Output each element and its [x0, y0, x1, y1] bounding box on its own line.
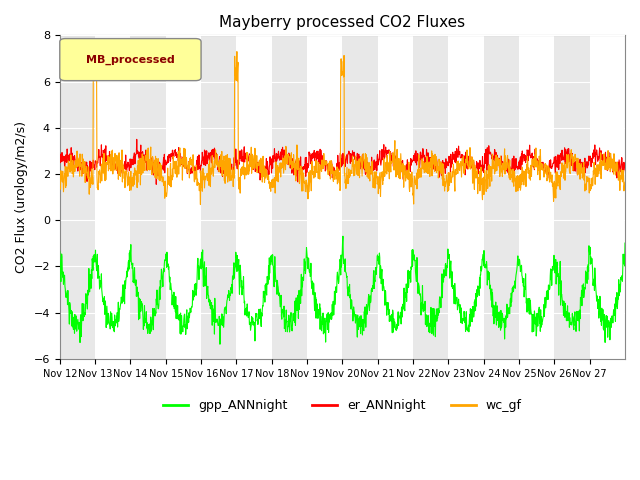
gpp_ANNnight	[317, 324, 325, 330]
gpp_ANNnight	[144, 325, 152, 331]
Bar	[413, 36, 449, 359]
gpp_ANNnight	[476, 272, 484, 277]
er_ANNnight	[559, 157, 567, 163]
Bar	[342, 36, 378, 359]
gpp_ANNnight	[216, 341, 224, 347]
Bar	[201, 36, 236, 359]
gpp_ANNnight	[56, 249, 63, 254]
er_ANNnight	[133, 136, 141, 142]
wc_gf	[233, 48, 241, 54]
Bar	[272, 36, 307, 359]
Title: Mayberry processed CO2 Fluxes: Mayberry processed CO2 Fluxes	[220, 15, 465, 30]
wc_gf	[621, 180, 629, 185]
Text: MB_processed: MB_processed	[86, 54, 175, 65]
Line: gpp_ANNnight: gpp_ANNnight	[60, 236, 625, 344]
gpp_ANNnight	[559, 298, 567, 304]
Bar	[60, 36, 95, 359]
wc_gf	[614, 177, 622, 183]
Y-axis label: CO2 Flux (urology/m2/s): CO2 Flux (urology/m2/s)	[15, 121, 28, 273]
er_ANNnight	[328, 175, 336, 180]
er_ANNnight	[317, 156, 325, 162]
wc_gf	[196, 202, 204, 207]
wc_gf	[317, 168, 325, 174]
er_ANNnight	[476, 164, 484, 170]
Bar	[131, 36, 166, 359]
wc_gf	[559, 163, 567, 168]
wc_gf	[56, 181, 63, 187]
Line: er_ANNnight: er_ANNnight	[60, 139, 625, 184]
gpp_ANNnight	[621, 240, 629, 246]
FancyBboxPatch shape	[60, 38, 201, 81]
Bar	[554, 36, 589, 359]
er_ANNnight	[152, 181, 160, 187]
Line: wc_gf: wc_gf	[60, 51, 625, 204]
Bar	[484, 36, 519, 359]
er_ANNnight	[621, 167, 629, 173]
gpp_ANNnight	[614, 296, 622, 302]
gpp_ANNnight	[339, 233, 347, 239]
Legend: gpp_ANNnight, er_ANNnight, wc_gf: gpp_ANNnight, er_ANNnight, wc_gf	[158, 395, 527, 418]
wc_gf	[328, 170, 336, 176]
er_ANNnight	[56, 157, 63, 163]
er_ANNnight	[145, 161, 152, 167]
er_ANNnight	[614, 163, 622, 169]
gpp_ANNnight	[328, 315, 336, 321]
wc_gf	[476, 176, 484, 181]
wc_gf	[144, 145, 152, 151]
